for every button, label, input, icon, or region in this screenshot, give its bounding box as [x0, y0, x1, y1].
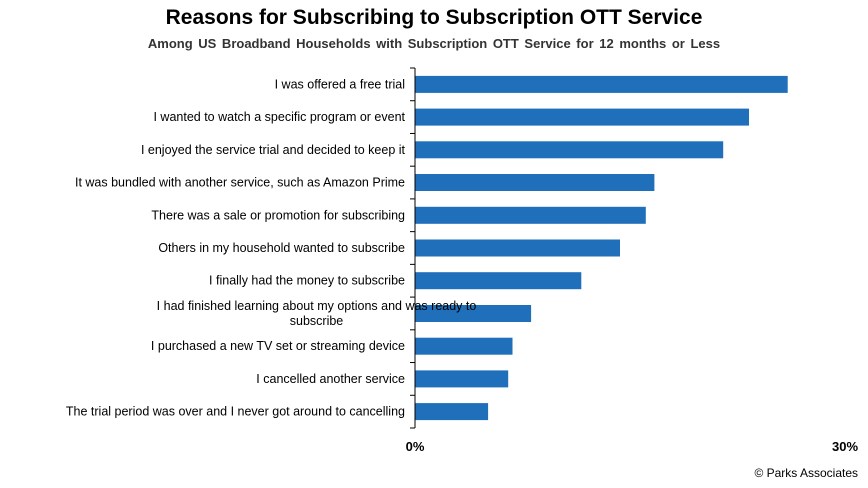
bar: [415, 174, 655, 191]
category-label: I cancelled another service: [256, 372, 405, 386]
bar: [415, 239, 620, 257]
bar: [415, 403, 489, 421]
category-label: subscribe: [290, 314, 344, 328]
bar: [415, 272, 582, 290]
category-label: Others in my household wanted to subscri…: [158, 241, 405, 255]
source-credit: © Parks Associates: [754, 466, 858, 480]
bar: [415, 370, 509, 388]
chart-subtitle: Among US Broadband Households with Subsc…: [147, 36, 721, 51]
bar: [415, 337, 513, 355]
category-label: I enjoyed the service trial and decided …: [141, 143, 406, 157]
bar: [415, 108, 749, 126]
category-label: There was a sale or promotion for subscr…: [151, 208, 405, 222]
bar: [415, 141, 724, 159]
bar: [415, 206, 646, 224]
category-label: The trial period was over and I never go…: [66, 405, 405, 419]
chart-title: Reasons for Subscribing to Subscription …: [165, 6, 703, 29]
category-label: I finally had the money to subscribe: [209, 274, 405, 288]
bar: [415, 75, 788, 93]
x-tick-label: 0%: [406, 439, 425, 454]
category-label: It was bundled with another service, suc…: [75, 176, 405, 190]
category-label: I wanted to watch a specific program or …: [153, 110, 405, 124]
category-label: I purchased a new TV set or streaming de…: [151, 339, 405, 353]
category-label: I had finished learning about my options…: [157, 299, 477, 313]
bar: [415, 305, 532, 322]
category-label: I was offered a free trial: [275, 77, 405, 91]
x-tick-label: 30%: [832, 439, 858, 454]
